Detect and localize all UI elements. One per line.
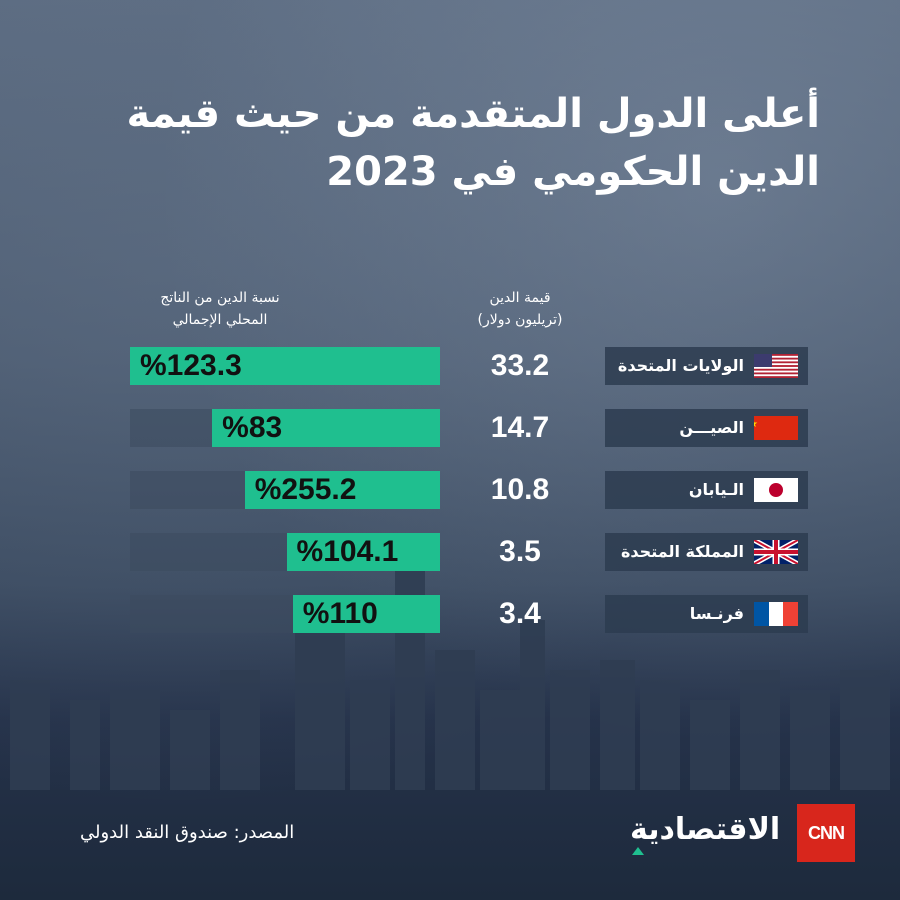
ratio-label: %123.3	[140, 349, 242, 382]
ratio-bar	[130, 347, 440, 385]
uk-flag-icon	[754, 540, 798, 564]
svg-text:★: ★	[754, 419, 758, 430]
country-label-box: الـيابان	[605, 471, 808, 509]
country-name: فرنـسا	[689, 604, 744, 623]
table-row: %104.1 3.5 المملكة المتحدة	[0, 533, 900, 571]
france-flag-icon	[754, 602, 798, 626]
country-name: الـيابان	[688, 480, 744, 499]
page-title: أعلى الدول المتقدمة من حيث قيمة الدين الح…	[126, 91, 820, 195]
table-row: %255.2 10.8 الـيابان	[0, 471, 900, 509]
country-label-box: فرنـسا	[605, 595, 808, 633]
debt-value: 14.7	[490, 411, 550, 444]
ratio-label: %83	[222, 411, 283, 444]
ratio-label: %104.1	[296, 535, 399, 568]
ratio-label: %110	[302, 597, 378, 630]
debt-value: 3.4	[499, 597, 541, 630]
japan-flag-icon	[754, 478, 798, 502]
cnn-logo: CNN	[797, 804, 855, 862]
ratio-bar	[286, 533, 440, 571]
triangle-icon	[632, 847, 644, 855]
debt-value: 3.5	[499, 535, 541, 568]
table-row: %110 3.4 فرنـسا	[0, 595, 900, 633]
brand-logo-text: الاقتصادية	[630, 812, 781, 847]
country-name: الولايات المتحدة	[617, 356, 744, 375]
table-row: %83 14.7 ★ الصيـــن	[0, 409, 900, 447]
china-flag-icon: ★	[754, 416, 798, 440]
ratio-column-header: نسبة الدين من الناتج المحلي الإجمالي	[160, 290, 280, 328]
ratio-bar	[292, 595, 440, 633]
ratio-bar	[244, 471, 440, 509]
ratio-label: %255.2	[254, 473, 357, 506]
country-label-box: المملكة المتحدة	[605, 533, 808, 571]
table-row: %123.3 33.2 الولايات المتحدة	[0, 347, 900, 385]
city-skyline-background	[10, 560, 890, 790]
country-label-box: الولايات المتحدة	[605, 347, 808, 385]
source-note: المصدر: صندوق النقد الدولي	[80, 822, 295, 843]
country-label-box: ★ الصيـــن	[605, 409, 808, 447]
debt-column-header: قيمة الدين (تريليون دولار)	[477, 290, 563, 328]
country-name: المملكة المتحدة	[620, 542, 744, 561]
debt-value: 10.8	[490, 473, 550, 506]
ratio-bar	[212, 409, 440, 447]
country-name: الصيـــن	[679, 418, 744, 437]
debt-value: 33.2	[490, 349, 550, 382]
us-flag-icon	[754, 354, 798, 378]
